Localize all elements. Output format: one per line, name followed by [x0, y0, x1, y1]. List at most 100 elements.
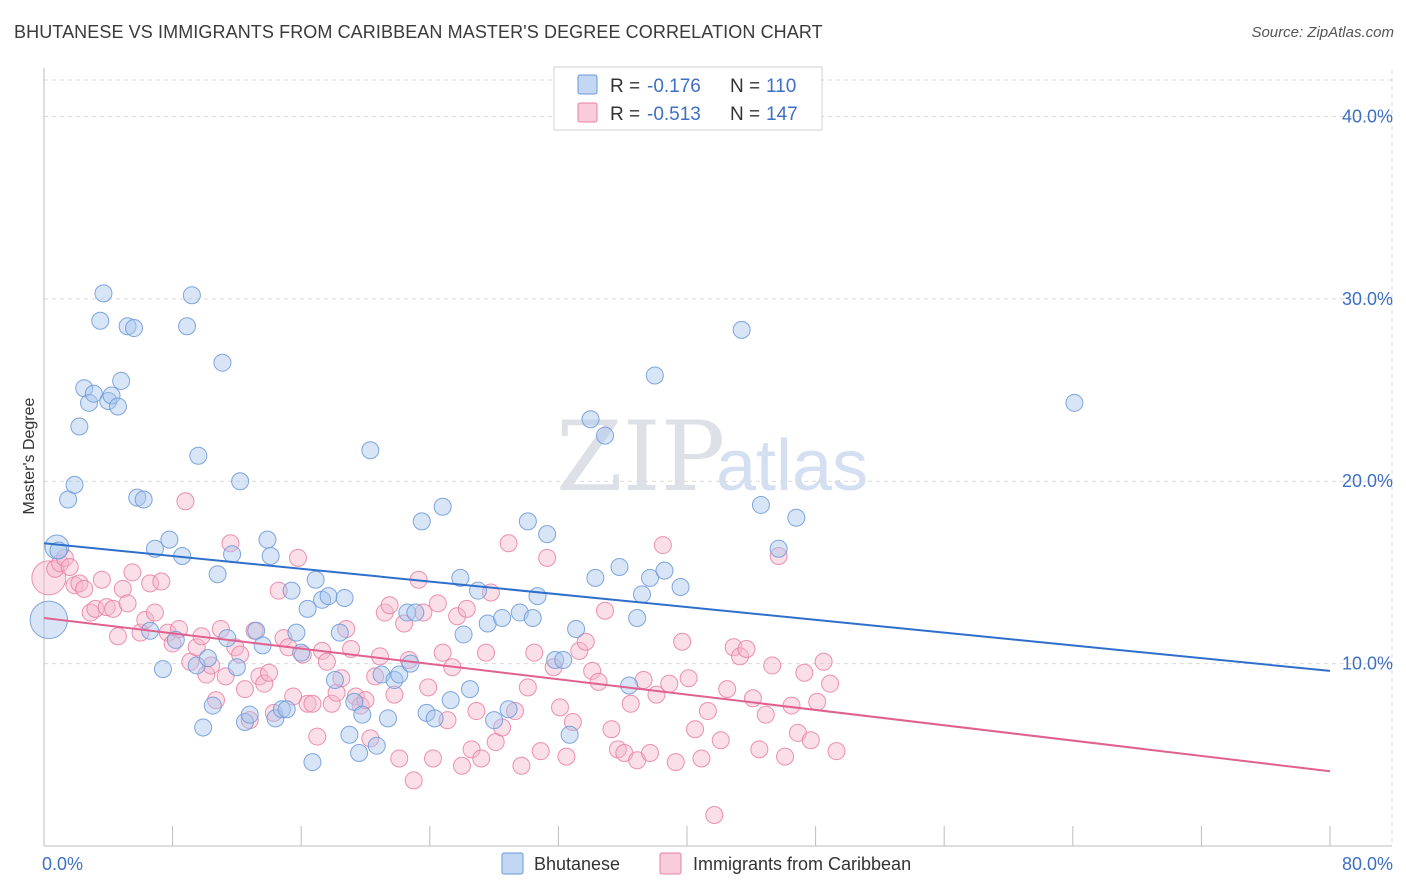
point-caribbean-13 [108, 627, 127, 646]
y-tick-label-10: 10.0% [1342, 654, 1393, 674]
point-caribbean-105 [589, 672, 608, 691]
point-bhutanese-25 [178, 317, 197, 336]
point-bhutanese-69 [401, 654, 420, 673]
point-caribbean-130 [750, 740, 769, 759]
point-bhutanese-22 [160, 530, 179, 549]
point-bhutanese-61 [353, 705, 372, 724]
stats-n-value-0: 110 [766, 76, 796, 97]
point-caribbean-120 [686, 720, 705, 739]
point-bhutanese-98 [628, 609, 647, 628]
point-bhutanese-100 [641, 568, 660, 587]
point-caribbean-82 [452, 756, 471, 775]
point-caribbean-123 [705, 805, 724, 824]
point-bhutanese-10 [94, 284, 113, 303]
point-bhutanese-26 [182, 286, 201, 305]
point-bhutanese-63 [367, 736, 386, 755]
point-bhutanese-23 [166, 630, 185, 649]
point-bhutanese-11 [99, 391, 118, 410]
x-tick-label-80: 80.0% [1342, 854, 1393, 874]
point-caribbean-119 [679, 669, 698, 688]
point-bhutanese-32 [208, 565, 227, 584]
legend-swatch-caribbean [659, 852, 682, 875]
point-bhutanese-58 [340, 725, 359, 744]
point-bhutanese-42 [258, 530, 277, 549]
point-caribbean-99 [551, 698, 570, 717]
point-bhutanese-105 [751, 495, 770, 514]
point-caribbean-68 [385, 685, 404, 704]
point-bhutanese-45 [272, 700, 291, 719]
point-bhutanese-104 [732, 320, 751, 339]
chart-source: Source: ZipAtlas.com [1251, 24, 1394, 41]
point-caribbean-65 [370, 647, 389, 666]
x-tick-label-0: 0.0% [42, 854, 83, 874]
point-bhutanese-8 [84, 384, 103, 403]
point-caribbean-134 [776, 747, 795, 766]
point-caribbean-106 [596, 601, 615, 620]
point-bhutanese-7 [80, 393, 99, 412]
stats-r-label-0: R = [610, 76, 640, 97]
point-caribbean-76 [424, 749, 443, 768]
point-caribbean-21 [152, 572, 171, 591]
point-bhutanese-99 [632, 585, 651, 604]
point-bhutanese-95 [596, 426, 615, 445]
point-caribbean-6 [70, 574, 89, 593]
point-bhutanese-57 [335, 588, 354, 607]
point-bhutanese-83 [499, 700, 518, 719]
point-caribbean-75 [419, 678, 438, 697]
point-bhutanese-76 [451, 568, 470, 587]
point-bhutanese-79 [469, 581, 488, 600]
point-caribbean-121 [692, 749, 711, 768]
point-caribbean-94 [518, 678, 537, 697]
point-bhutanese-103 [671, 578, 690, 597]
point-bhutanese-30 [198, 649, 217, 668]
point-caribbean-102 [570, 641, 589, 660]
point-caribbean-42 [260, 663, 279, 682]
y-tick-label-40: 40.0% [1342, 106, 1393, 126]
point-bhutanese-5 [70, 417, 89, 436]
point-bhutanese-37 [231, 472, 250, 491]
point-bhutanese-60 [350, 743, 369, 762]
point-bhutanese-66 [385, 671, 404, 690]
point-bhutanese-33 [213, 353, 232, 372]
gridlines [44, 70, 1393, 846]
point-caribbean-98 [544, 658, 563, 677]
trend-line-bhutanese [43, 542, 1331, 672]
point-caribbean-132 [763, 656, 782, 675]
point-caribbean-7 [75, 579, 94, 598]
point-caribbean-91 [499, 534, 518, 553]
point-caribbean-129 [743, 689, 762, 708]
point-bhutanese-87 [528, 587, 547, 606]
point-bhutanese-74 [433, 497, 452, 516]
point-bhutanese-21 [153, 660, 172, 679]
point-caribbean-104 [583, 661, 602, 680]
point-caribbean-139 [808, 692, 827, 711]
point-bhutanese-88 [538, 525, 557, 544]
point-bhutanese-4 [65, 475, 84, 494]
point-caribbean-27 [187, 638, 206, 657]
watermark: ZIP atlas [556, 401, 868, 513]
point-caribbean-107 [602, 720, 621, 739]
point-caribbean-103 [576, 632, 595, 651]
point-caribbean-19 [141, 574, 160, 593]
point-caribbean-18 [136, 610, 155, 629]
point-bhutanese-14 [112, 371, 131, 390]
point-caribbean-63 [361, 729, 380, 748]
stats-r-value-1: -0.513 [647, 104, 701, 125]
point-caribbean-118 [673, 632, 692, 651]
point-bhutanese-86 [523, 609, 542, 628]
chart-title: BHUTANESE VS IMMIGRANTS FROM CARIBBEAN M… [14, 22, 823, 42]
point-caribbean-141 [821, 674, 840, 693]
point-caribbean-55 [322, 694, 341, 713]
point-bhutanese-50 [298, 599, 317, 618]
point-bhutanese-96 [610, 557, 629, 576]
point-bhutanese-82 [493, 609, 512, 628]
watermark-atlas: atlas [716, 426, 868, 506]
point-bhutanese-27 [187, 656, 206, 675]
point-bhutanese-6 [75, 379, 94, 398]
point-caribbean-32 [211, 619, 230, 638]
point-bhutanese-51 [303, 753, 322, 772]
point-bhutanese-70 [406, 603, 425, 622]
point-bhutanese-73 [425, 709, 444, 728]
point-caribbean-54 [317, 652, 336, 671]
point-caribbean-64 [366, 667, 385, 686]
